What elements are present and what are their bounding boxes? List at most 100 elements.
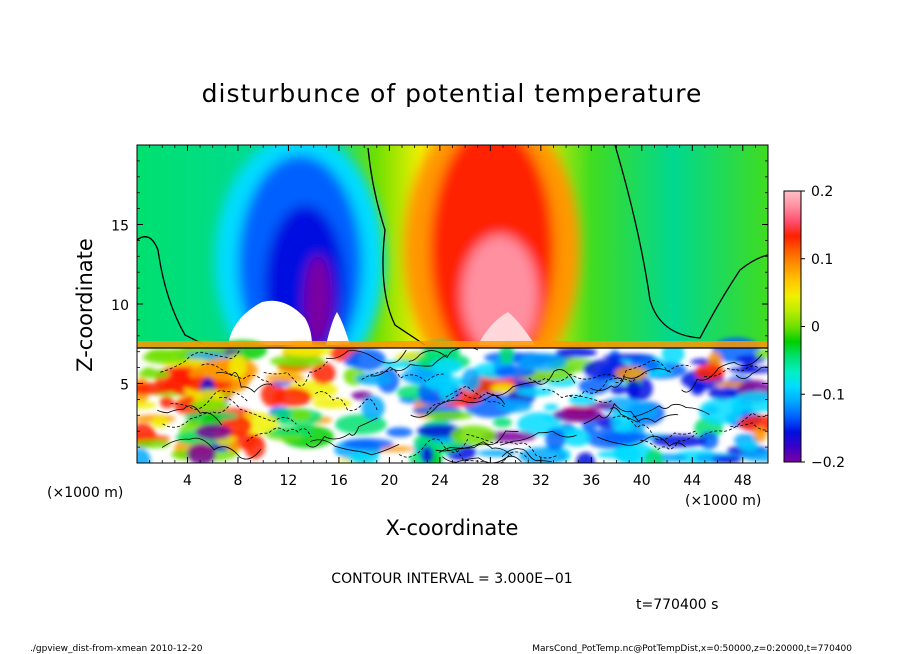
contour-line [170,390,249,410]
contour-line [398,438,469,458]
turbulence-blob [497,399,533,413]
contour-line [597,435,686,448]
y-tick-label: 10 [111,298,129,314]
x-tick-label: 8 [233,473,242,489]
turbulence-blob [195,423,232,441]
turbulence-blob [735,355,766,364]
turbulence-blob [386,427,413,438]
contour-line [528,373,624,382]
contour-line [583,402,640,425]
turbulence-blob [438,387,455,401]
contour-line [218,396,297,425]
x-tick-label: 48 [734,473,752,489]
turbulence-blob [137,369,170,379]
turbulence-blob [425,410,474,420]
colorbar-ticks: 0.2 0.1 0 −0.1 −0.2 [801,184,845,471]
contour-line [445,385,505,408]
turbulence-blob [142,350,190,365]
turbulence-blob [738,441,759,452]
turbulence-blob [740,362,756,373]
colorbar-tick-label: −0.2 [811,455,845,471]
layer-interface-band [137,341,768,348]
turbulence-blob [450,425,497,446]
contour-line [370,354,448,377]
contour-line [426,392,500,414]
contour-line [315,391,378,412]
contour-line [435,430,519,452]
contour-line [410,395,506,418]
contour-line [162,403,231,428]
turbulence-blob [699,431,719,450]
contour-line [201,363,275,388]
y-axis-label: Z-coordinate [73,238,97,372]
turbulence-blob [361,395,385,420]
contour-interval-note: CONTOUR INTERVAL = 3.000E−01 [331,571,572,587]
colorbar-fill [784,191,801,462]
turbulence-blob [342,438,394,450]
x-tick-label: 32 [532,473,550,489]
turbulence-blob [690,382,705,396]
turbulence-blob [159,396,174,409]
turbulence-blob [698,398,744,425]
x-tick-label: 28 [481,473,499,489]
turbulence-blob [626,378,640,400]
x-tick-label: 16 [330,473,348,489]
contour-line [700,412,768,438]
negative-column-core [304,255,332,345]
turbulence-blob [423,375,468,391]
plot-area [137,145,768,463]
y-tick-label: 15 [111,219,129,235]
turbulence-blob [355,372,393,386]
time-note: t=770400 s [636,597,718,613]
contour-line [325,349,407,364]
x-tick-label: 12 [280,473,298,489]
contour-line [569,372,647,399]
turbulence-blob [543,403,559,411]
turbulence-blob [420,446,434,463]
contour-line [486,369,576,396]
contour-line [703,365,759,378]
turbulence-blob [348,348,386,371]
turbulence-blob [613,444,641,463]
turbulence-blob [227,442,240,453]
x-tick-label: 40 [633,473,651,489]
contour-line [500,430,577,446]
turbulence-blob [644,448,664,463]
x-unit-label-right: (×1000 m) [685,493,761,509]
contour-line [361,369,444,383]
turbulence-blob [269,354,325,368]
contour-line [310,439,400,456]
turbulence-blob [518,447,568,463]
contour-line [263,361,328,387]
turbulence-blob [187,443,216,463]
turbulence-blob [492,417,513,428]
x-tick-label: 4 [183,473,192,489]
contour-line [542,389,612,404]
turbulence-blob [515,387,554,397]
colorbar-tick-label: 0.2 [811,184,833,200]
colorbar-tick-label: −0.1 [811,387,845,403]
contour-line [157,405,222,426]
turbulence-blob [272,387,312,407]
turbulence-blob [137,439,171,449]
turbulence-blob [290,409,311,421]
contour-line [215,372,271,393]
contour-line [610,407,678,423]
turbulence-blob [755,348,768,359]
contour-line [161,437,262,460]
turbulence-blob [381,359,420,369]
turbulence-blob [614,366,648,380]
x-axis-label: X-coordinate [386,516,519,540]
y-tick-label: 5 [120,378,129,394]
turbulence-blob [694,363,725,381]
turbulence-blob [712,455,743,463]
turbulence-blob [430,358,462,375]
contour-line [735,366,768,379]
turbulence-blob [151,416,169,428]
footer-right: MarsCond_PotTemp.nc@PotTempDist,x=0:5000… [532,644,852,654]
x-tick-label: 20 [380,473,398,489]
x-tick-label: 44 [683,473,701,489]
contour-line [160,350,240,373]
lower-layer-contours [157,346,768,463]
turbulence-blob [311,362,336,385]
